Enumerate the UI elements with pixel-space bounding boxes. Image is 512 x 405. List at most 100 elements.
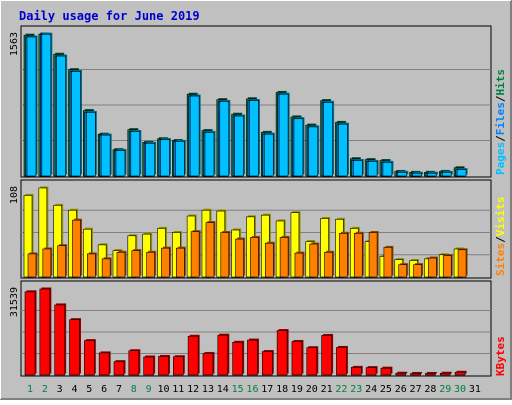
pages-bar-face <box>456 169 467 177</box>
kbytes-bar-face <box>202 353 214 376</box>
pages-bar-face <box>130 131 141 177</box>
sites-bar-face <box>413 264 422 278</box>
sites-bar <box>161 246 171 278</box>
kbytes-bar-face <box>158 356 169 376</box>
pages-bar-face <box>308 126 319 177</box>
kbytes-bar-shadow <box>397 371 408 374</box>
kbytes-bar <box>395 371 408 376</box>
kbytes-bar <box>425 371 437 376</box>
sites-bar-face <box>442 255 452 278</box>
kbytes-bar <box>276 329 289 376</box>
day-label: 10 <box>157 384 169 395</box>
pages-bar-face <box>427 172 437 177</box>
pages-bar <box>56 54 68 177</box>
kbytes-bar <box>128 349 141 376</box>
kbytes-bar-shadow <box>426 371 437 374</box>
sites-bar-face <box>339 233 348 278</box>
pages-bar-face <box>175 141 185 177</box>
kbytes-bar-face <box>143 356 154 376</box>
sites-bar <box>324 250 335 278</box>
sites-bar-face <box>309 243 319 278</box>
sites-bar-face <box>42 248 52 278</box>
sites-bar-face <box>324 251 333 278</box>
pages-bar-face <box>115 150 126 177</box>
kbytes-bar-face <box>217 334 229 376</box>
kbytes-bar <box>39 287 52 376</box>
pages-bar-face <box>71 71 81 177</box>
sites-bar <box>72 218 82 278</box>
sites-bar <box>220 231 231 278</box>
pages-bar <box>323 100 335 177</box>
pages-bar-face <box>86 112 96 177</box>
sites-bar <box>294 251 305 278</box>
pages-bar <box>189 94 201 177</box>
sites-bar <box>264 241 275 278</box>
pages-bar-face <box>189 95 200 177</box>
kbytes-bar-face <box>336 347 347 376</box>
legend-text: Sites/Visits <box>494 197 507 277</box>
day-label: 20 <box>306 384 318 395</box>
day-label: 15 <box>232 384 244 395</box>
kbytes-bar <box>336 345 348 376</box>
day-label: 31 <box>469 384 481 395</box>
legend-files: Files <box>494 102 507 135</box>
kbytes-bar <box>187 334 200 376</box>
pages-bar-face <box>41 33 52 177</box>
kbytes-bar-shadow <box>412 371 423 374</box>
kbytes-bar <box>173 355 185 376</box>
pages-bar <box>263 132 275 177</box>
kbytes-bar-face <box>39 288 51 376</box>
sites-bar-face <box>279 237 289 278</box>
kbytes-bar <box>454 370 467 376</box>
pages-bar-face <box>338 123 348 177</box>
kbytes-bar-face <box>350 367 362 376</box>
legend-sep2: / <box>494 95 507 102</box>
kbytes-bar-face <box>439 372 451 376</box>
pages-bar-face <box>160 139 170 177</box>
day-label: 29 <box>439 384 451 395</box>
pages-bar <box>249 99 260 177</box>
legend-sites: Sites <box>494 243 507 276</box>
sites-bar-face <box>161 247 170 278</box>
pages-bar <box>427 171 438 177</box>
sites-bar <box>339 231 349 278</box>
sites-bar <box>57 244 68 278</box>
sites-bar-face <box>190 231 200 278</box>
day-label: 27 <box>410 384 422 395</box>
sites-bar-face <box>264 242 274 278</box>
kbytes-bar-face <box>232 341 243 376</box>
day-label: 14 <box>217 384 229 395</box>
chart-title: Daily usage for June 2019 <box>19 9 200 23</box>
sites-bar-face <box>27 253 37 278</box>
kbytes-bar-face <box>380 367 392 376</box>
panel-kbytes: 31539 <box>9 280 492 377</box>
kbytes-bar-face <box>395 372 407 376</box>
pages-bar <box>160 138 171 177</box>
sites-bar <box>353 231 364 278</box>
day-label: 12 <box>187 384 199 395</box>
sites-bar <box>428 256 438 278</box>
sites-bar <box>398 263 409 278</box>
day-label: 30 <box>454 384 466 395</box>
pages-bar <box>86 110 97 177</box>
sites-bar-face <box>205 222 215 278</box>
kbytes-bar-face <box>173 356 184 376</box>
sites-bar <box>87 252 97 278</box>
sites-bar-face <box>72 219 81 278</box>
sites-bar <box>101 257 112 278</box>
pages-bar-face <box>352 160 363 177</box>
kbytes-bar <box>217 333 230 376</box>
kbytes-bar <box>84 339 96 376</box>
y-max-label: 1563 <box>9 32 20 56</box>
pages-bar-face <box>323 102 333 177</box>
kbytes-bar <box>439 371 452 376</box>
kbytes-bar <box>247 338 259 376</box>
pages-bar <box>204 130 216 177</box>
sites-bar <box>176 246 186 278</box>
kbytes-bar-face <box>276 330 288 376</box>
kbytes-bar-face <box>84 340 95 376</box>
sites-bar-face <box>353 233 363 278</box>
sites-bar-face <box>383 247 393 278</box>
kbytes-bar <box>350 365 363 376</box>
